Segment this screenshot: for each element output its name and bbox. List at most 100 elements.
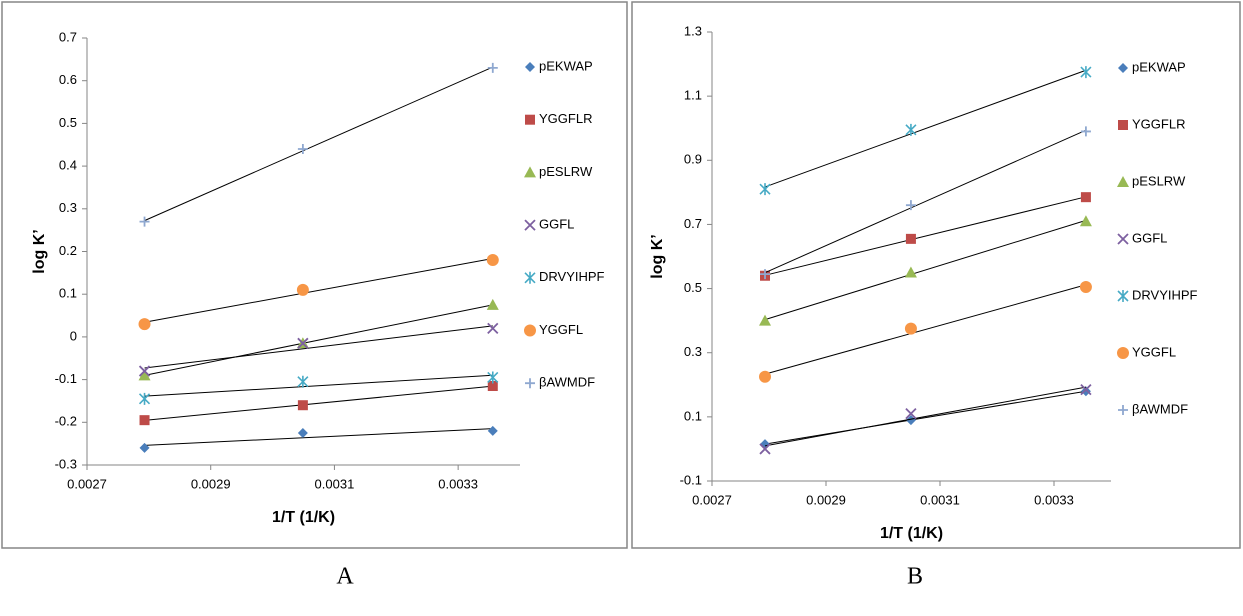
y-axis-label: log K’ — [31, 229, 48, 273]
x-tick-label: 0.0033 — [1034, 492, 1074, 507]
trendline — [764, 129, 1087, 274]
x-tick-label: 0.0029 — [806, 492, 846, 507]
point — [297, 144, 308, 155]
point — [1080, 192, 1091, 203]
legend-marker — [525, 114, 535, 125]
point — [487, 371, 499, 384]
y-tick-label: -0.3 — [55, 456, 77, 471]
x-tick-label: 0.0027 — [692, 492, 732, 507]
point — [139, 442, 150, 453]
point — [904, 266, 917, 278]
point — [487, 425, 498, 436]
point — [905, 123, 917, 136]
y-tick-label: 0.6 — [59, 72, 77, 87]
y-tick-label: 0.3 — [684, 344, 702, 359]
legend-marker — [1117, 176, 1129, 187]
point — [905, 408, 917, 420]
panel-label: B — [907, 564, 923, 590]
y-axis-label: log K’ — [649, 234, 666, 278]
x-tick-label: 0.0027 — [67, 476, 107, 491]
legend-label: pESLRW — [1132, 173, 1186, 188]
legend-label: GGFL — [539, 217, 574, 232]
y-tick-label: -0.1 — [55, 371, 77, 386]
legend-label: YGGFLR — [539, 111, 592, 126]
legend-label: DRVYIHPF — [1132, 287, 1198, 302]
legend-marker — [524, 324, 536, 337]
point — [905, 233, 916, 244]
point — [760, 439, 771, 450]
point — [759, 443, 771, 455]
point — [139, 216, 150, 227]
point — [297, 427, 308, 438]
y-tick-label: 0.5 — [684, 280, 702, 295]
point — [760, 269, 771, 280]
x-tick-label: 0.0031 — [315, 476, 355, 491]
trendline — [144, 258, 493, 323]
trendline — [764, 284, 1087, 375]
point — [487, 62, 498, 73]
point — [297, 400, 308, 411]
legend-label: pESLRW — [539, 164, 593, 179]
point — [759, 370, 772, 383]
y-tick-label: 1.3 — [684, 23, 702, 38]
legend-marker — [1118, 405, 1128, 415]
point — [138, 392, 151, 405]
trendline — [764, 219, 1087, 321]
legend-marker — [1117, 233, 1129, 245]
legend-marker — [1118, 120, 1128, 130]
point — [139, 415, 150, 426]
trendline — [144, 325, 493, 369]
x-tick-label: 0.0033 — [438, 476, 478, 491]
x-tick-label: 0.0031 — [920, 492, 960, 507]
legend-marker — [524, 219, 536, 231]
point — [296, 283, 309, 296]
legend-marker — [524, 166, 536, 178]
point — [138, 369, 151, 381]
point — [1080, 66, 1092, 79]
trendline — [764, 196, 1087, 276]
point — [1080, 383, 1092, 396]
legend-label: YGGFL — [1132, 344, 1176, 359]
y-tick-label: 0.1 — [59, 286, 77, 301]
point — [487, 322, 499, 334]
point — [759, 314, 772, 326]
point — [297, 375, 309, 388]
point — [1079, 215, 1092, 227]
y-tick-label: 0.5 — [59, 115, 77, 130]
y-tick-label: 0.7 — [59, 29, 77, 44]
trendline — [144, 374, 493, 397]
panel-frame — [631, 1, 1241, 549]
point — [486, 298, 499, 310]
point — [1080, 386, 1091, 397]
y-tick-label: -0.1 — [680, 472, 702, 487]
x-axis-label: 1/T (1/K) — [272, 509, 335, 526]
y-tick-label: 0.1 — [684, 408, 702, 423]
legend-label: pEKWAP — [539, 58, 593, 73]
legend-marker — [1117, 290, 1129, 302]
y-tick-label: 0.4 — [59, 158, 77, 173]
point — [759, 183, 771, 196]
trendline — [764, 386, 1087, 447]
point — [138, 365, 151, 377]
legend-label: DRVYIHPF — [539, 269, 605, 284]
panel-label: A — [336, 564, 354, 590]
legend-marker — [524, 271, 536, 284]
y-tick-label: 0.9 — [684, 152, 702, 167]
panel-frame — [1, 1, 628, 549]
legend-label: YGGFL — [539, 322, 583, 337]
point — [297, 337, 309, 349]
legend-marker — [1118, 63, 1128, 73]
legend-label: YGGFLR — [1132, 116, 1185, 131]
point — [138, 318, 151, 331]
legend-marker — [1117, 347, 1129, 359]
y-tick-label: 0.3 — [59, 200, 77, 215]
trendline — [764, 69, 1087, 188]
trendline — [144, 428, 493, 446]
legend-label: pEKWAP — [1132, 59, 1186, 74]
trendline — [144, 304, 493, 376]
point — [905, 415, 916, 426]
y-tick-label: 1.1 — [684, 88, 702, 103]
y-tick-label: -0.2 — [55, 414, 77, 429]
